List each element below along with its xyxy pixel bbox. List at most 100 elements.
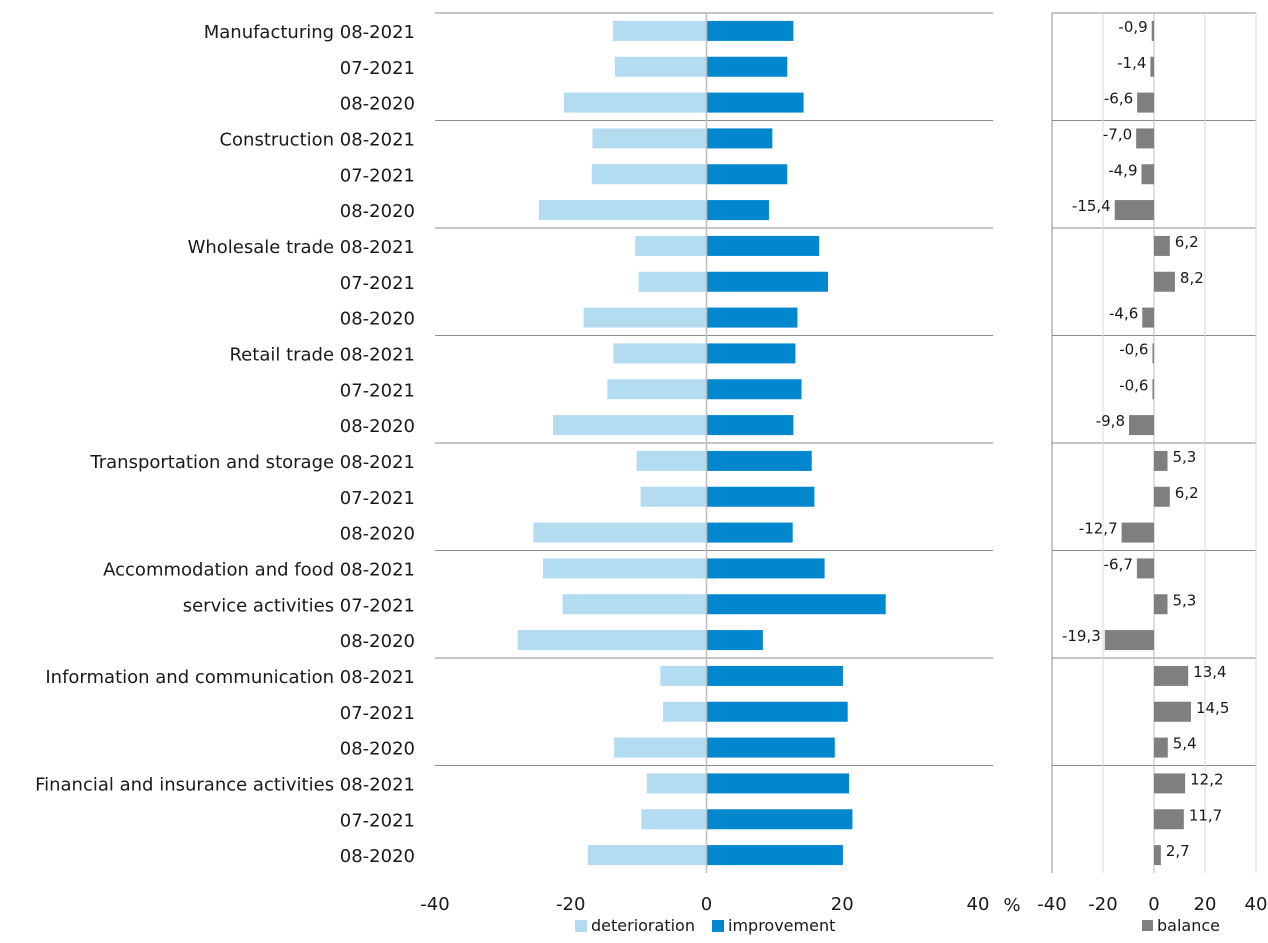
category-label: 07-2021 bbox=[340, 380, 415, 401]
balance-bar bbox=[1121, 522, 1154, 543]
deterioration-bar bbox=[660, 665, 707, 686]
improvement-bar bbox=[706, 343, 796, 364]
balance-bar bbox=[1154, 809, 1184, 830]
category-label: 07-2021 bbox=[340, 273, 415, 294]
deterioration-bar bbox=[636, 450, 707, 471]
balance-data-label: -6,6 bbox=[1104, 90, 1133, 108]
legends: deterioration improvement balance bbox=[575, 916, 1220, 935]
deterioration-bar bbox=[553, 415, 707, 436]
improvement-bar bbox=[706, 164, 788, 185]
category-label: Accommodation and food 08-2021 bbox=[103, 559, 415, 580]
balance-bar bbox=[1141, 164, 1154, 185]
balance-bar bbox=[1154, 665, 1189, 686]
balance-bar bbox=[1114, 200, 1154, 221]
improvement-bar bbox=[706, 809, 853, 830]
right-axis: -40 -20 0 20 40 bbox=[1037, 894, 1267, 915]
category-label: 08-2020 bbox=[340, 739, 415, 760]
category-label: Information and communication 08-2021 bbox=[45, 667, 415, 688]
improvement-bar bbox=[706, 128, 773, 149]
balance-bar bbox=[1154, 235, 1170, 256]
deterioration-bar bbox=[591, 164, 707, 185]
improvement-bar bbox=[706, 594, 886, 615]
improvement-bar bbox=[706, 773, 850, 794]
balance-bar bbox=[1154, 450, 1168, 471]
deterioration-bar bbox=[538, 200, 707, 221]
balance-data-label: -19,3 bbox=[1062, 627, 1101, 645]
improvement-bar bbox=[706, 56, 788, 77]
category-label: 08-2020 bbox=[340, 846, 415, 867]
deterioration-bar bbox=[635, 235, 707, 256]
balance-data-label: -0,6 bbox=[1119, 340, 1148, 358]
balance-data-label: 6,2 bbox=[1175, 484, 1199, 502]
improvement-bar bbox=[706, 379, 802, 400]
deterioration-bar bbox=[613, 343, 707, 364]
balance-data-label: -4,9 bbox=[1108, 161, 1137, 179]
improvement-bar bbox=[706, 235, 820, 256]
balance-bar bbox=[1154, 701, 1191, 722]
balance-x-tick-label: -40 bbox=[1037, 894, 1066, 915]
unit-label: % bbox=[1003, 895, 1020, 916]
category-label: 08-2020 bbox=[340, 201, 415, 222]
improvement-bar bbox=[706, 630, 763, 651]
balance-x-tick-label: 20 bbox=[1194, 894, 1217, 915]
balance-data-label: -12,7 bbox=[1079, 520, 1118, 538]
deterioration-bar bbox=[587, 845, 707, 866]
balance-bar bbox=[1142, 307, 1154, 328]
improvement-bar bbox=[706, 522, 793, 543]
category-label: Transportation and storage 08-2021 bbox=[89, 452, 415, 473]
deterioration-bar bbox=[640, 486, 707, 507]
balance-data-label: -15,4 bbox=[1072, 197, 1111, 215]
deterioration-bar bbox=[533, 522, 707, 543]
balance-bar bbox=[1137, 92, 1154, 113]
deterioration-bar bbox=[542, 558, 707, 579]
category-label: 07-2021 bbox=[340, 488, 415, 509]
deterioration-bar bbox=[646, 773, 707, 794]
improvement-bar bbox=[706, 20, 794, 41]
improvement-bar bbox=[706, 415, 794, 436]
right-bars bbox=[1104, 20, 1191, 866]
improvement-bar bbox=[706, 200, 769, 221]
deterioration-bar bbox=[614, 56, 707, 77]
balance-data-label: -7,0 bbox=[1103, 125, 1132, 143]
deterioration-bar bbox=[563, 92, 707, 113]
category-label: 08-2020 bbox=[340, 524, 415, 545]
legend-balance-swatch bbox=[1142, 920, 1153, 931]
balance-data-label: 5,4 bbox=[1173, 735, 1197, 753]
balance-bar bbox=[1154, 271, 1175, 292]
improvement-bar bbox=[706, 486, 815, 507]
deterioration-bar bbox=[583, 307, 707, 328]
legend-deterioration-label: deterioration bbox=[591, 916, 695, 935]
balance-data-label: 11,7 bbox=[1189, 806, 1222, 824]
x-tick-label: -20 bbox=[556, 894, 585, 915]
balance-data-label: -4,6 bbox=[1109, 305, 1138, 323]
improvement-bar bbox=[706, 92, 804, 113]
improvement-bar bbox=[706, 737, 835, 758]
deterioration-bar bbox=[612, 20, 707, 41]
deterioration-bar bbox=[663, 701, 707, 722]
category-label: 07-2021 bbox=[340, 703, 415, 724]
left-bars bbox=[517, 20, 886, 866]
category-label: service activities 07-2021 bbox=[183, 595, 415, 616]
balance-data-label: 5,3 bbox=[1173, 591, 1197, 609]
balance-bar bbox=[1154, 845, 1161, 866]
balance-bar bbox=[1154, 773, 1186, 794]
category-label: 07-2021 bbox=[340, 810, 415, 831]
category-label: Construction 08-2021 bbox=[219, 129, 415, 150]
legend-balance-label: balance bbox=[1157, 916, 1220, 935]
improvement-bar bbox=[706, 271, 828, 292]
balance-data-label: 14,5 bbox=[1196, 699, 1229, 717]
balance-x-tick-label: 0 bbox=[1148, 894, 1159, 915]
balance-x-tick-label: 40 bbox=[1245, 894, 1268, 915]
balance-data-label: 6,2 bbox=[1175, 233, 1199, 251]
balance-data-label: 8,2 bbox=[1180, 269, 1204, 287]
balance-data-label: 13,4 bbox=[1193, 663, 1226, 681]
category-label: Financial and insurance activities 08-20… bbox=[35, 774, 415, 795]
category-label: Retail trade 08-2021 bbox=[229, 344, 415, 365]
legend-improvement-swatch bbox=[712, 920, 724, 932]
improvement-bar bbox=[706, 558, 825, 579]
legend-deterioration-swatch bbox=[575, 920, 587, 932]
balance-data-label: -9,8 bbox=[1096, 412, 1125, 430]
x-tick-label: 40 bbox=[967, 894, 990, 915]
improvement-bar bbox=[706, 450, 812, 471]
balance-data-label: -0,9 bbox=[1118, 18, 1147, 36]
